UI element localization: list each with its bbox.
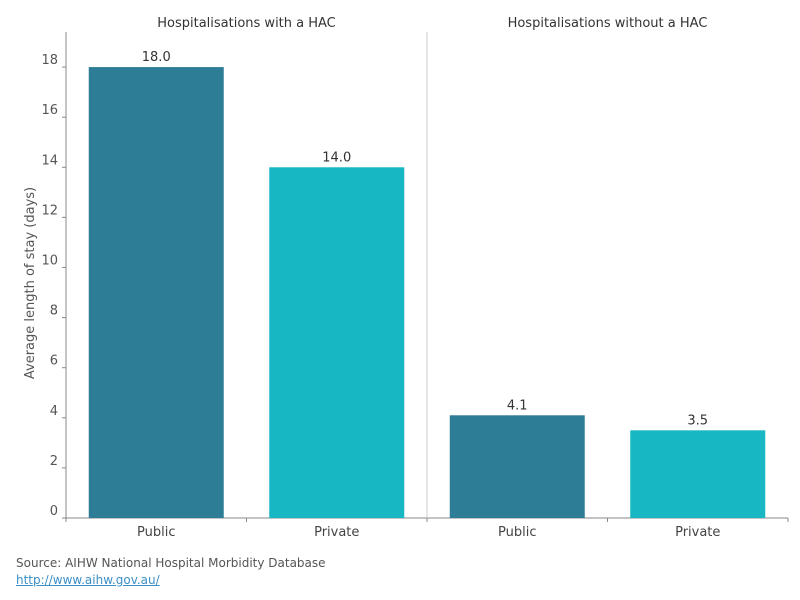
x-tick-label: Public [498,525,536,540]
data-label: 3.5 [687,413,708,428]
y-tick-label: 4 [50,404,58,419]
data-label: 18.0 [142,50,171,65]
y-tick-label: 10 [41,253,58,268]
bar-private [630,430,766,518]
x-tick-label: Public [137,525,175,540]
panel-title: Hospitalisations with a HAC [157,16,336,31]
data-label: 4.1 [507,398,528,413]
source-note: Source: AIHW National Hospital Morbidity… [16,556,326,570]
y-tick-label: 0 [50,504,58,519]
data-label: 14.0 [322,150,351,165]
y-tick-label: 6 [50,354,58,369]
bar-chart: 0 2 4 6 8 10 12 14 16 18 Average length of stay (d… [23,16,789,540]
bar-private [269,167,405,518]
y-tick-label: 14 [41,153,58,168]
x-tick-label: Private [675,525,720,540]
y-tick-label: 12 [41,203,58,218]
y-axis-title: Average length of stay (days) [23,187,38,379]
panel-title: Hospitalisations without a HAC [508,16,708,31]
y-tick-label: 16 [41,103,58,118]
bar-public [449,415,585,518]
y-tick-label: 8 [50,304,58,319]
bar-public [88,67,224,518]
source-link[interactable]: http://www.aihw.gov.au/ [16,573,160,587]
y-tick-label: 2 [50,454,58,469]
y-tick-label: 18 [41,53,58,68]
x-tick-label: Private [314,525,359,540]
